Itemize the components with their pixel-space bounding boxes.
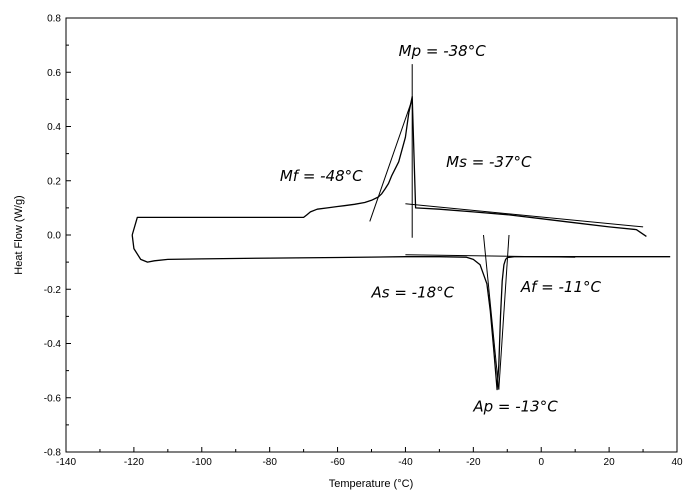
annotation-layer: Mp = -38°C Mf = -48°C Ms = -37°C As = -18°C… <box>280 42 602 415</box>
x-tick-label: -140 <box>56 457 76 468</box>
series-line-ms-tangent-baseline <box>405 203 644 228</box>
y-tick-label: 0.6 <box>47 68 61 79</box>
series-line-as-baseline <box>405 254 576 258</box>
x-tick-label: -80 <box>262 457 277 468</box>
x-tick-label: 20 <box>604 457 616 468</box>
x-tick-label: 40 <box>671 457 683 468</box>
series-line-heating <box>131 234 671 391</box>
plot-frame <box>65 17 678 453</box>
y-tick-label: 0.4 <box>47 122 61 133</box>
x-tick-label: -100 <box>192 457 212 468</box>
y-tick-label: 0.2 <box>47 176 61 187</box>
series-line-mf-tangent <box>369 99 413 222</box>
annotation: Af = -11°C <box>520 278 602 296</box>
y-tick-label: 0.0 <box>47 231 61 242</box>
y-tick-label: 0.8 <box>47 14 61 25</box>
annotation: As = -18°C <box>371 283 455 301</box>
y-tick-label: -0.2 <box>44 285 62 296</box>
y-axis-title: Heat Flow (W/g) <box>13 195 25 274</box>
series-layer <box>131 64 671 391</box>
x-axis: -140 -120 -100 -80 -60 -40 -20 0 20 40 <box>56 447 683 468</box>
y-tick-label: -0.8 <box>44 448 62 459</box>
x-tick-label: -120 <box>124 457 144 468</box>
annotation: Ms = -37°C <box>446 153 532 171</box>
x-tick-label: -40 <box>398 457 413 468</box>
annotation: Ap = -13°C <box>472 397 558 415</box>
y-axis: -0.8 -0.6 -0.4 -0.2 0.0 0.2 0.4 0.6 0.8 <box>44 14 71 459</box>
series-line-cooling <box>131 96 647 237</box>
x-axis-title: Temperature (°C) <box>329 478 413 490</box>
y-tick-label: -0.6 <box>44 393 62 404</box>
y-tick-label: -0.4 <box>44 339 62 350</box>
annotation: Mf = -48°C <box>280 167 363 185</box>
x-tick-label: 0 <box>538 457 544 468</box>
x-tick-label: -20 <box>466 457 481 468</box>
x-tick-label: -60 <box>330 457 345 468</box>
annotation: Mp = -38°C <box>399 42 487 60</box>
series-line-af-tangent <box>498 234 510 390</box>
series-line-as-tangent <box>483 234 500 390</box>
